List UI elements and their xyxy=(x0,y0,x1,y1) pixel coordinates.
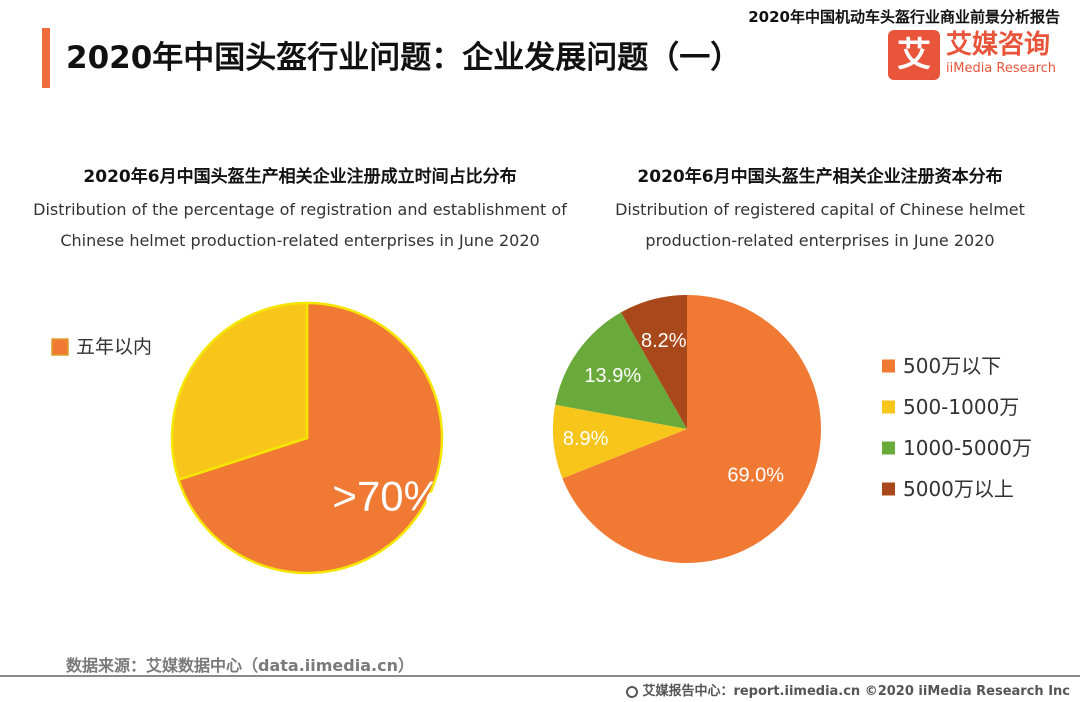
pie2-slice-0 xyxy=(562,295,821,563)
logo-cn: 艾媒咨询 xyxy=(946,30,1051,60)
page-title: 2020年中国头盔行业问题：企业发展问题（一） xyxy=(66,40,742,76)
pie2-legend-label-3: 5000万以上 xyxy=(903,477,1014,501)
pie2-legend-swatch-0 xyxy=(882,359,895,373)
globe-icon xyxy=(626,686,639,698)
pie2-legend-label-0: 500万以下 xyxy=(903,354,1001,378)
pie1-slice-0 xyxy=(177,301,444,575)
footer-divider xyxy=(0,675,1080,677)
pie2-label-1: 8.9% xyxy=(563,428,609,450)
logo-mark: 艾 xyxy=(888,30,940,80)
pie2-legend-swatch-2 xyxy=(882,441,895,455)
chart1-subtitle: Distribution of the percentage of regist… xyxy=(33,200,567,250)
pie2-slice-2 xyxy=(555,312,687,429)
pie1-slice-1 xyxy=(170,301,309,482)
pie2-slice-1 xyxy=(553,404,687,479)
chart1-title: 2020年6月中国头盔生产相关企业注册成立时间占比分布 xyxy=(83,167,517,187)
pie1-legend-swatch-0 xyxy=(51,338,69,356)
chart2-subtitle: Distribution of registered capital of Ch… xyxy=(615,200,1025,250)
title-accent-bar xyxy=(42,28,50,88)
pie2-slice-3 xyxy=(620,295,687,429)
footer-credit: 艾媒报告中心：report.iimedia.cn ©2020 iiMedia R… xyxy=(626,680,1070,699)
pie1-label-0: >70% xyxy=(332,472,441,519)
pie1-legend-label-0: 五年以内 xyxy=(76,336,152,358)
pie2-legend-label-1: 500-1000万 xyxy=(903,395,1019,419)
pie2-label-2: 13.9% xyxy=(584,365,641,387)
iimedia-logo: 艾 艾媒咨询 iiMedia Research xyxy=(888,30,1068,80)
data-source: 数据来源：艾媒数据中心（data.iimedia.cn） xyxy=(66,656,414,675)
report-name: 2020年中国机动车头盔行业商业前景分析报告 xyxy=(748,8,1060,26)
chart2-title: 2020年6月中国头盔生产相关企业注册资本分布 xyxy=(637,167,1003,187)
pie2-legend-swatch-3 xyxy=(882,482,895,496)
pie2-label-3: 8.2% xyxy=(641,330,687,352)
footer-credit-text: 艾媒报告中心：report.iimedia.cn ©2020 iiMedia R… xyxy=(642,684,1070,699)
pie2-legend-swatch-1 xyxy=(882,400,895,414)
pie2-legend-label-2: 1000-5000万 xyxy=(903,436,1032,460)
logo-en: iiMedia Research xyxy=(946,61,1057,76)
pie2-label-0: 69.0% xyxy=(727,465,784,487)
